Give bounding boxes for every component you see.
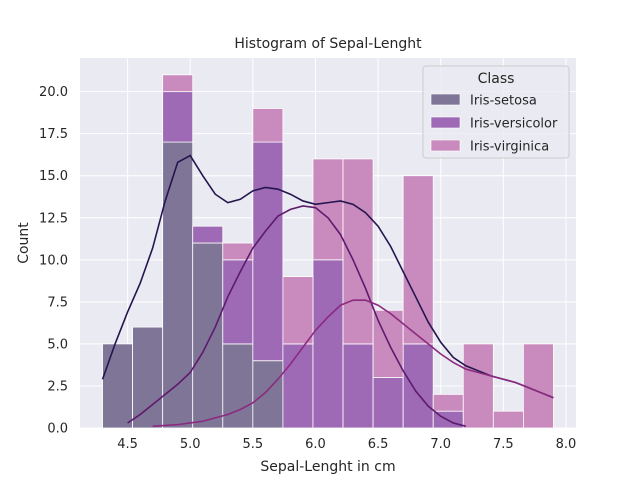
histogram-bar: [252, 141, 284, 362]
histogram-bar: [522, 343, 554, 429]
y-tick-label: 15.0: [39, 169, 68, 184]
legend-frame: [422, 65, 570, 159]
legend-label: Iris-versicolor: [470, 117, 558, 132]
x-tick-label: 5.0: [180, 437, 201, 452]
x-axis-label: Sepal-Lenght in cm: [260, 459, 395, 475]
histogram-bar: [132, 326, 164, 429]
y-axis-label: Count: [16, 222, 32, 264]
y-axis-ticks: 0.0 2.5 5.0 7.5 10.0 12.5 15.0 17.5 20.0: [39, 85, 68, 436]
histogram-bar: [372, 377, 404, 429]
kde-curves: [101, 154, 554, 428]
histogram-bar: [102, 343, 134, 429]
y-tick-label: 0.0: [47, 422, 68, 437]
y-tick-label: 12.5: [39, 211, 68, 226]
histogram-bar: [402, 343, 434, 429]
x-tick-label: 5.5: [243, 437, 264, 452]
legend-swatch: [430, 116, 461, 129]
histogram-bar: [282, 343, 314, 429]
x-axis-ticks: 4.5 5.0 5.5 6.0 6.5 7.0 7.5 8.0: [117, 437, 576, 452]
legend-swatch: [430, 139, 461, 152]
legend-title: Class: [478, 71, 515, 87]
y-tick-label: 5.0: [47, 337, 68, 352]
legend-label: Iris-virginica: [470, 140, 549, 155]
kde-line-1: [127, 205, 466, 428]
bar-series-1: [162, 91, 464, 429]
histogram-bar: [462, 343, 494, 429]
y-tick-label: 17.5: [39, 127, 68, 142]
histogram-bar: [162, 74, 194, 93]
legend-items: Iris-setosa Iris-versicolor Iris-virginica: [430, 93, 558, 155]
histogram-bar: [252, 360, 284, 429]
histogram-bar: [162, 91, 194, 143]
legend-label: Iris-setosa: [470, 94, 537, 109]
histogram-bar: [192, 242, 224, 429]
y-tick-label: 2.5: [47, 379, 68, 394]
x-tick-label: 8.0: [556, 437, 577, 452]
histogram-bar: [192, 225, 224, 244]
histogram-bar: [282, 276, 314, 345]
x-tick-label: 7.0: [430, 437, 451, 452]
legend: Class Iris-setosa Iris-versicolor Iris-vir…: [422, 65, 570, 159]
histogram-bar: [342, 158, 374, 345]
y-tick-label: 20.0: [39, 85, 68, 100]
bar-series-2: [162, 74, 554, 429]
histogram-bars: [102, 74, 554, 429]
histogram-bar: [402, 175, 434, 345]
y-tick-label: 7.5: [47, 295, 68, 310]
histogram-bar: [342, 343, 374, 429]
histogram-bar: [492, 410, 524, 429]
kde-line-2: [152, 299, 554, 428]
x-tick-label: 6.0: [305, 437, 326, 452]
histogram-bar: [222, 259, 254, 345]
x-tick-label: 7.5: [493, 437, 514, 452]
histogram-bar: [312, 259, 344, 429]
histogram-bar: [252, 108, 284, 143]
x-tick-label: 6.5: [368, 437, 389, 452]
y-tick-label: 10.0: [39, 253, 68, 268]
histogram-bar: [222, 242, 254, 261]
histogram-bar: [432, 393, 464, 412]
x-tick-label: 4.5: [117, 437, 138, 452]
legend-swatch: [430, 93, 461, 106]
kde-line-0: [101, 154, 554, 399]
chart-title: Histogram of Sepal-Lenght: [234, 36, 422, 52]
bar-series-0: [102, 141, 284, 429]
histogram-bar: [162, 141, 194, 429]
